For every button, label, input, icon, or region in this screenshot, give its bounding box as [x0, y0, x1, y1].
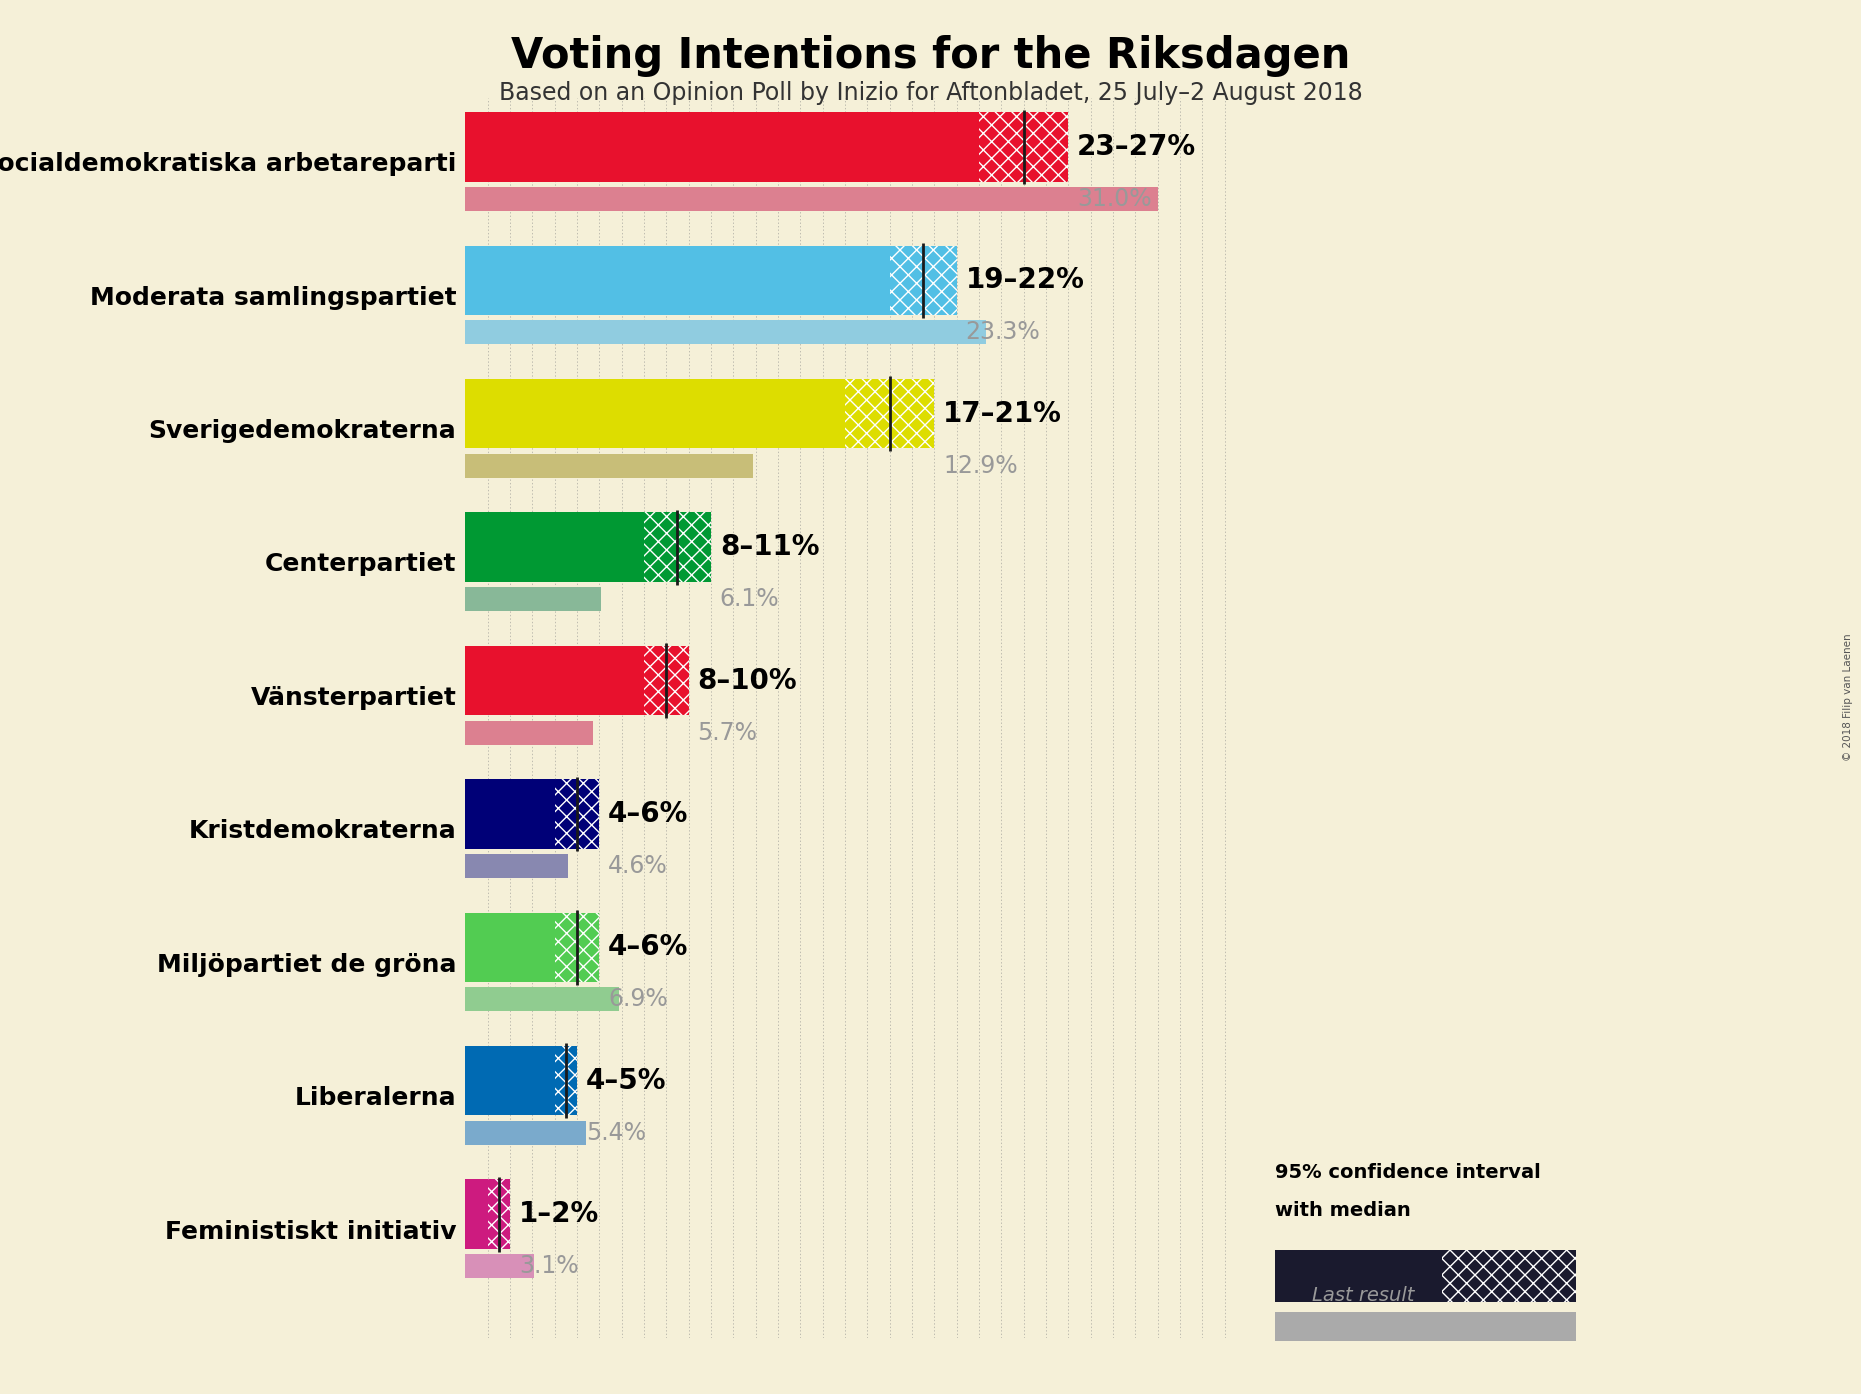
Text: 5.4%: 5.4% — [586, 1121, 646, 1144]
Text: 4–6%: 4–6% — [609, 934, 689, 962]
Bar — [465, 513, 644, 581]
Bar — [979, 113, 1068, 181]
Bar — [555, 913, 599, 981]
Bar — [465, 321, 986, 344]
Text: 23–27%: 23–27% — [1078, 132, 1197, 160]
Text: 5.7%: 5.7% — [698, 721, 757, 744]
Text: 31.0%: 31.0% — [1078, 187, 1152, 210]
Bar — [555, 779, 599, 849]
Bar — [1275, 1250, 1442, 1302]
Text: 6.9%: 6.9% — [609, 987, 668, 1012]
Bar — [465, 587, 601, 611]
Text: Vänsterpartiet: Vänsterpartiet — [251, 686, 456, 710]
Text: Last result: Last result — [1312, 1285, 1414, 1305]
Bar — [555, 1046, 577, 1115]
Bar — [465, 379, 845, 449]
Text: Sverigedemokraterna: Sverigedemokraterna — [149, 420, 456, 443]
Text: 4–6%: 4–6% — [609, 800, 689, 828]
Text: Kristdemokraterna: Kristdemokraterna — [188, 820, 456, 843]
Bar — [845, 379, 934, 449]
Text: Liberalerna: Liberalerna — [294, 1086, 456, 1110]
Bar — [890, 245, 957, 315]
Bar — [465, 779, 555, 849]
Bar — [465, 913, 555, 981]
Text: 4–5%: 4–5% — [586, 1066, 666, 1094]
Bar — [644, 513, 711, 581]
Bar — [465, 721, 592, 744]
Text: 19–22%: 19–22% — [966, 266, 1085, 294]
Bar — [465, 1046, 555, 1115]
Text: 6.1%: 6.1% — [720, 587, 780, 611]
Bar — [644, 645, 689, 715]
Bar — [465, 1255, 534, 1278]
Text: 1–2%: 1–2% — [519, 1200, 599, 1228]
Text: Voting Intentions for the Riksdagen: Voting Intentions for the Riksdagen — [510, 35, 1351, 77]
Text: 3.1%: 3.1% — [519, 1255, 579, 1278]
Bar — [488, 1179, 510, 1249]
Text: Feministiskt initiativ: Feministiskt initiativ — [166, 1220, 456, 1243]
Bar — [465, 454, 754, 478]
Bar — [465, 1121, 586, 1144]
Text: Based on an Opinion Poll by Inizio for Aftonbladet, 25 July–2 August 2018: Based on an Opinion Poll by Inizio for A… — [499, 81, 1362, 105]
Text: 23.3%: 23.3% — [966, 321, 1040, 344]
Text: Centerpartiet: Centerpartiet — [264, 552, 456, 577]
Text: 8–11%: 8–11% — [720, 533, 819, 562]
Bar — [465, 113, 979, 181]
Text: © 2018 Filip van Laenen: © 2018 Filip van Laenen — [1842, 633, 1854, 761]
Text: Miljöpartiet de gröna: Miljöpartiet de gröna — [156, 952, 456, 977]
Text: 12.9%: 12.9% — [944, 454, 1018, 478]
Bar — [1442, 1250, 1576, 1302]
Bar — [465, 187, 1158, 210]
Bar — [465, 245, 890, 315]
Bar — [465, 855, 568, 878]
Bar — [465, 987, 620, 1012]
Text: Sveriges socialdemokratiska arbetareparti: Sveriges socialdemokratiska arbetarepart… — [0, 152, 456, 176]
Text: 17–21%: 17–21% — [944, 400, 1063, 428]
Bar — [1275, 1312, 1576, 1341]
Bar — [465, 645, 644, 715]
Bar — [465, 1179, 488, 1249]
Text: 4.6%: 4.6% — [609, 855, 668, 878]
Text: with median: with median — [1275, 1200, 1411, 1220]
Text: 8–10%: 8–10% — [698, 666, 797, 694]
Text: Moderata samlingspartiet: Moderata samlingspartiet — [89, 286, 456, 309]
Text: 95% confidence interval: 95% confidence interval — [1275, 1163, 1541, 1182]
